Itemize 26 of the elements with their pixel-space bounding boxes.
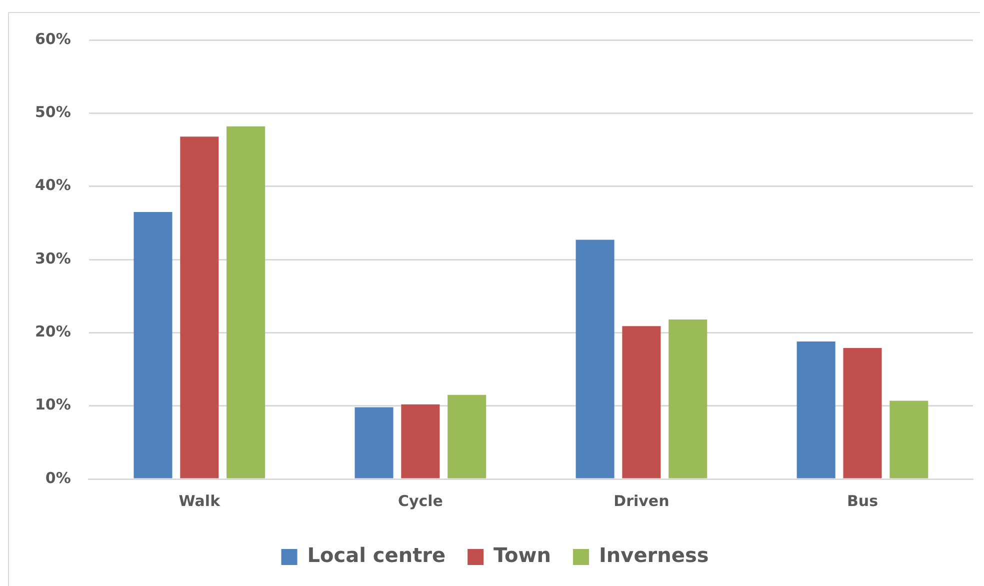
bar [576, 240, 614, 478]
x-tick-label: Driven [614, 492, 670, 510]
x-tick-label: Walk [178, 492, 222, 510]
bar [134, 212, 172, 478]
bar [401, 404, 440, 478]
x-tick-label: Bus [846, 492, 878, 510]
bar [796, 341, 836, 478]
legend-label: Inverness [598, 543, 709, 568]
bar [668, 319, 708, 478]
bar [622, 326, 661, 478]
bar [180, 136, 219, 478]
bar [226, 126, 266, 478]
y-tick-label: 30% [34, 249, 71, 268]
y-tick-label: 50% [34, 103, 71, 122]
bar [448, 394, 486, 478]
y-tick-label: 10% [34, 396, 71, 414]
y-tick-label: 0% [45, 468, 71, 487]
legend-label: Local centre [307, 543, 446, 568]
bar [354, 407, 394, 478]
legend-label: Town [494, 543, 552, 568]
bar [843, 348, 882, 478]
y-tick-label: 20% [34, 322, 71, 341]
x-tick-label: Cycle [398, 492, 443, 510]
bar [890, 400, 928, 478]
y-tick-label: 40% [34, 176, 71, 194]
y-tick-label: 60% [34, 30, 71, 48]
